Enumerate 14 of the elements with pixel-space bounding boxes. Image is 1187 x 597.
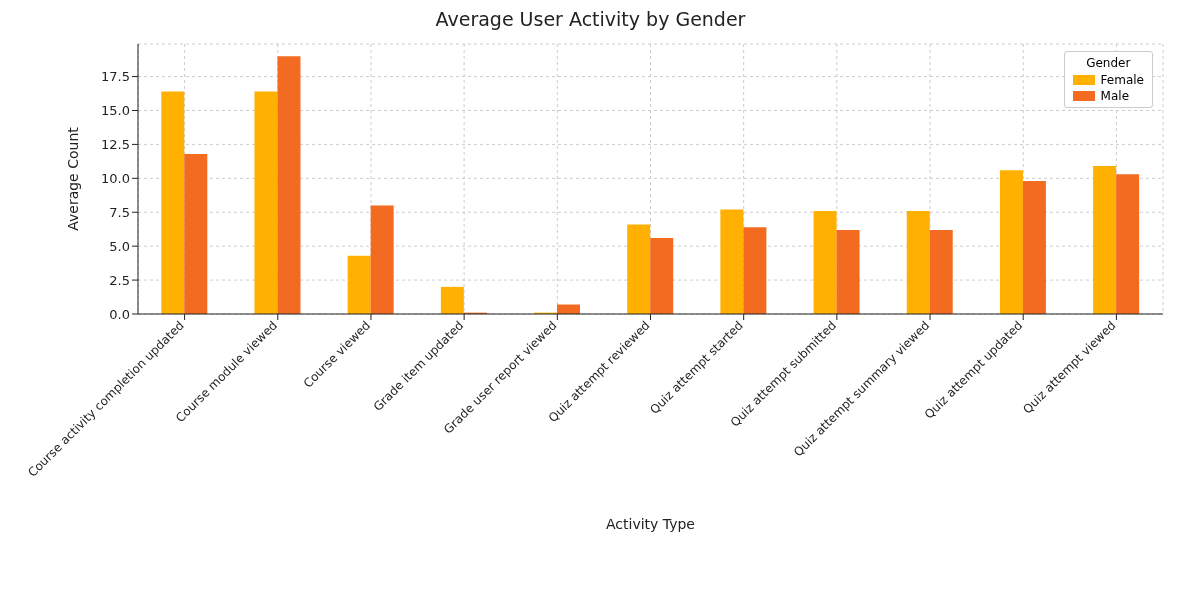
legend-title: Gender — [1085, 56, 1132, 70]
y-tick-label: 17.5 — [101, 69, 130, 85]
chart-title: Average User Activity by Gender — [434, 8, 747, 32]
y-tick-label: 0.0 — [109, 306, 130, 322]
legend-label: Male — [1100, 89, 1130, 103]
y-tick-label: 7.5 — [109, 204, 130, 220]
y-tick-label: 12.5 — [101, 137, 130, 153]
y-tick-label: 10.0 — [101, 170, 130, 186]
y-tick-label: 15.0 — [101, 103, 130, 119]
legend-label: Female — [1100, 73, 1144, 87]
y-axis-title: Average Count — [64, 126, 81, 231]
x-axis-title: Activity Type — [606, 516, 695, 532]
y-tick-label: 2.5 — [109, 272, 130, 288]
y-tick-label: 5.0 — [109, 238, 130, 254]
